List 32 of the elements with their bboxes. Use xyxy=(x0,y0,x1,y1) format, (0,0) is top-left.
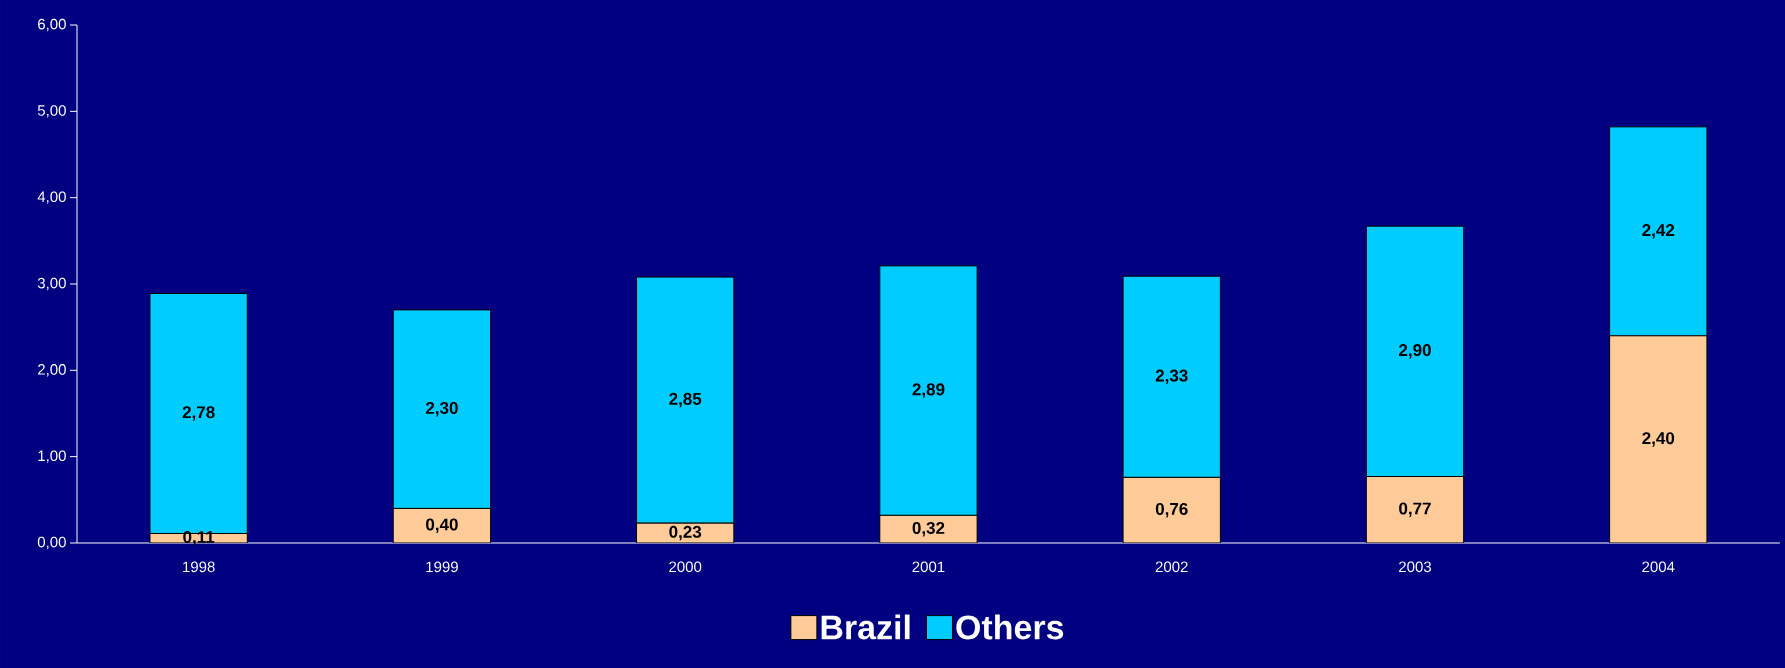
y-tick-label: 2,00 xyxy=(38,364,66,377)
y-tick-label: 4,00 xyxy=(37,191,66,204)
data-label: 0,77 xyxy=(1399,502,1431,517)
y-tick-label: 1,00 xyxy=(38,450,66,463)
bar xyxy=(1609,335,1708,543)
y-tick-label: 6,00 xyxy=(38,18,66,32)
data-label: 2,89 xyxy=(912,383,945,398)
y-tick-label: 0,00 xyxy=(37,536,66,550)
data-label: 2,42 xyxy=(1642,224,1675,239)
bar xyxy=(1365,476,1465,543)
x-tick-label: 2002 xyxy=(1155,561,1188,573)
x-tick-label: 1998 xyxy=(183,561,215,573)
data-label: 0,32 xyxy=(912,521,945,537)
legend-label: Brazil xyxy=(821,614,910,640)
data-label: 0,23 xyxy=(669,525,702,541)
x-tick-label: 2003 xyxy=(1399,561,1432,573)
y-tick-label: 3,00 xyxy=(37,277,66,291)
y-tick-label: 5,00 xyxy=(37,105,66,118)
legend-label: Others xyxy=(956,614,1064,640)
data-label: 2,78 xyxy=(182,406,215,421)
data-label: 2,40 xyxy=(1642,432,1675,447)
data-label: 2,30 xyxy=(425,401,458,417)
data-label: 2,33 xyxy=(1155,369,1188,385)
x-tick-label: 2004 xyxy=(1642,561,1675,573)
data-label: 2,85 xyxy=(669,392,702,408)
x-tick-label: 2001 xyxy=(912,561,945,573)
x-tick-label: 1999 xyxy=(426,561,458,573)
data-label: 0,76 xyxy=(1155,502,1188,518)
data-label: 0,40 xyxy=(426,518,458,533)
data-label: 2,90 xyxy=(1399,344,1431,359)
bar xyxy=(1122,476,1221,543)
x-tick-label: 2000 xyxy=(669,561,702,573)
